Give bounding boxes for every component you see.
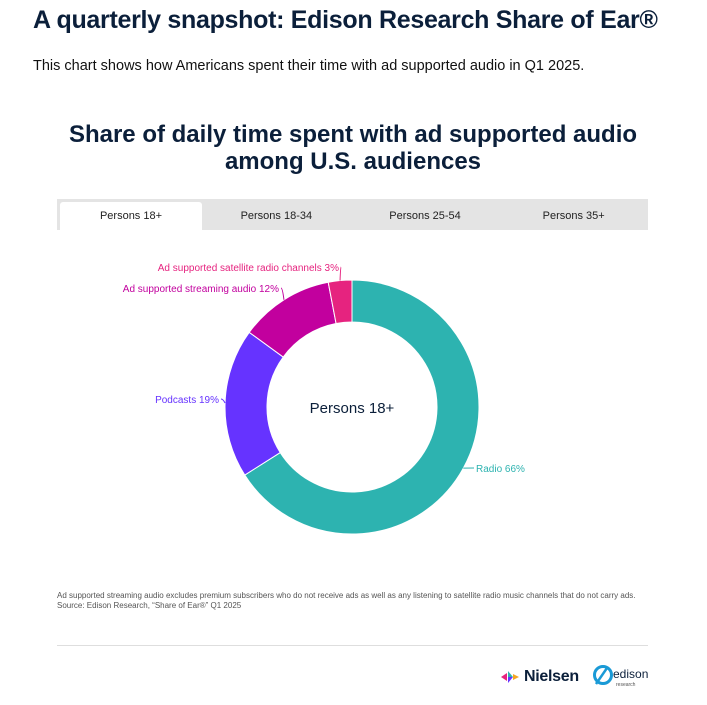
donut-leader-line (280, 287, 285, 300)
donut-leader-line (220, 398, 226, 404)
audience-tabs: Persons 18+ Persons 18-34 Persons 25-54 … (57, 199, 648, 230)
tab-persons-18-plus[interactable]: Persons 18+ (60, 202, 202, 230)
divider (57, 645, 648, 646)
donut-data-label: Radio 66% (476, 464, 525, 475)
donut-data-label: Podcasts 19% (155, 395, 219, 406)
donut-slice-podcasts[interactable] (224, 331, 284, 476)
edison-logo: edison research (593, 665, 648, 688)
page-subtitle: This chart shows how Americans spent the… (33, 58, 585, 74)
tab-persons-25-54[interactable]: Persons 25-54 (389, 210, 461, 222)
nielsen-mark-icon (501, 671, 519, 683)
donut-slice-ad-supported-satellite-radio-channels[interactable] (327, 279, 353, 325)
donut-slice-radio[interactable] (244, 279, 480, 535)
nielsen-logo: Nielsen (500, 668, 579, 686)
footnote: Ad supported streaming audio excludes pr… (57, 591, 647, 611)
donut-chart: Radio 66% Podcasts 19% Ad supported stream… (123, 263, 525, 535)
donut-data-label: Ad supported satellite radio channels 3% (158, 263, 339, 274)
page-title: A quarterly snapshot: Edison Research Sh… (33, 6, 658, 34)
donut-center-label: Persons 18+ (310, 400, 395, 417)
edison-logo-text: edison (613, 667, 648, 681)
tab-persons-18-34[interactable]: Persons 18-34 (240, 210, 313, 222)
edison-logo-subtext: research (616, 682, 636, 688)
donut-leader-line (339, 266, 342, 281)
donut-data-label: Ad supported streaming audio 12% (123, 284, 279, 295)
footnote-note: Ad supported streaming audio excludes pr… (57, 591, 636, 600)
tab-persons-35-plus[interactable]: Persons 35+ (542, 210, 605, 222)
chart-title: Share of daily time spent with ad suppor… (68, 121, 638, 175)
edison-mark-icon (593, 665, 613, 685)
footnote-source: Source: Edison Research, “Share of Ear®”… (57, 601, 242, 610)
nielsen-logo-text: Nielsen (524, 668, 579, 685)
